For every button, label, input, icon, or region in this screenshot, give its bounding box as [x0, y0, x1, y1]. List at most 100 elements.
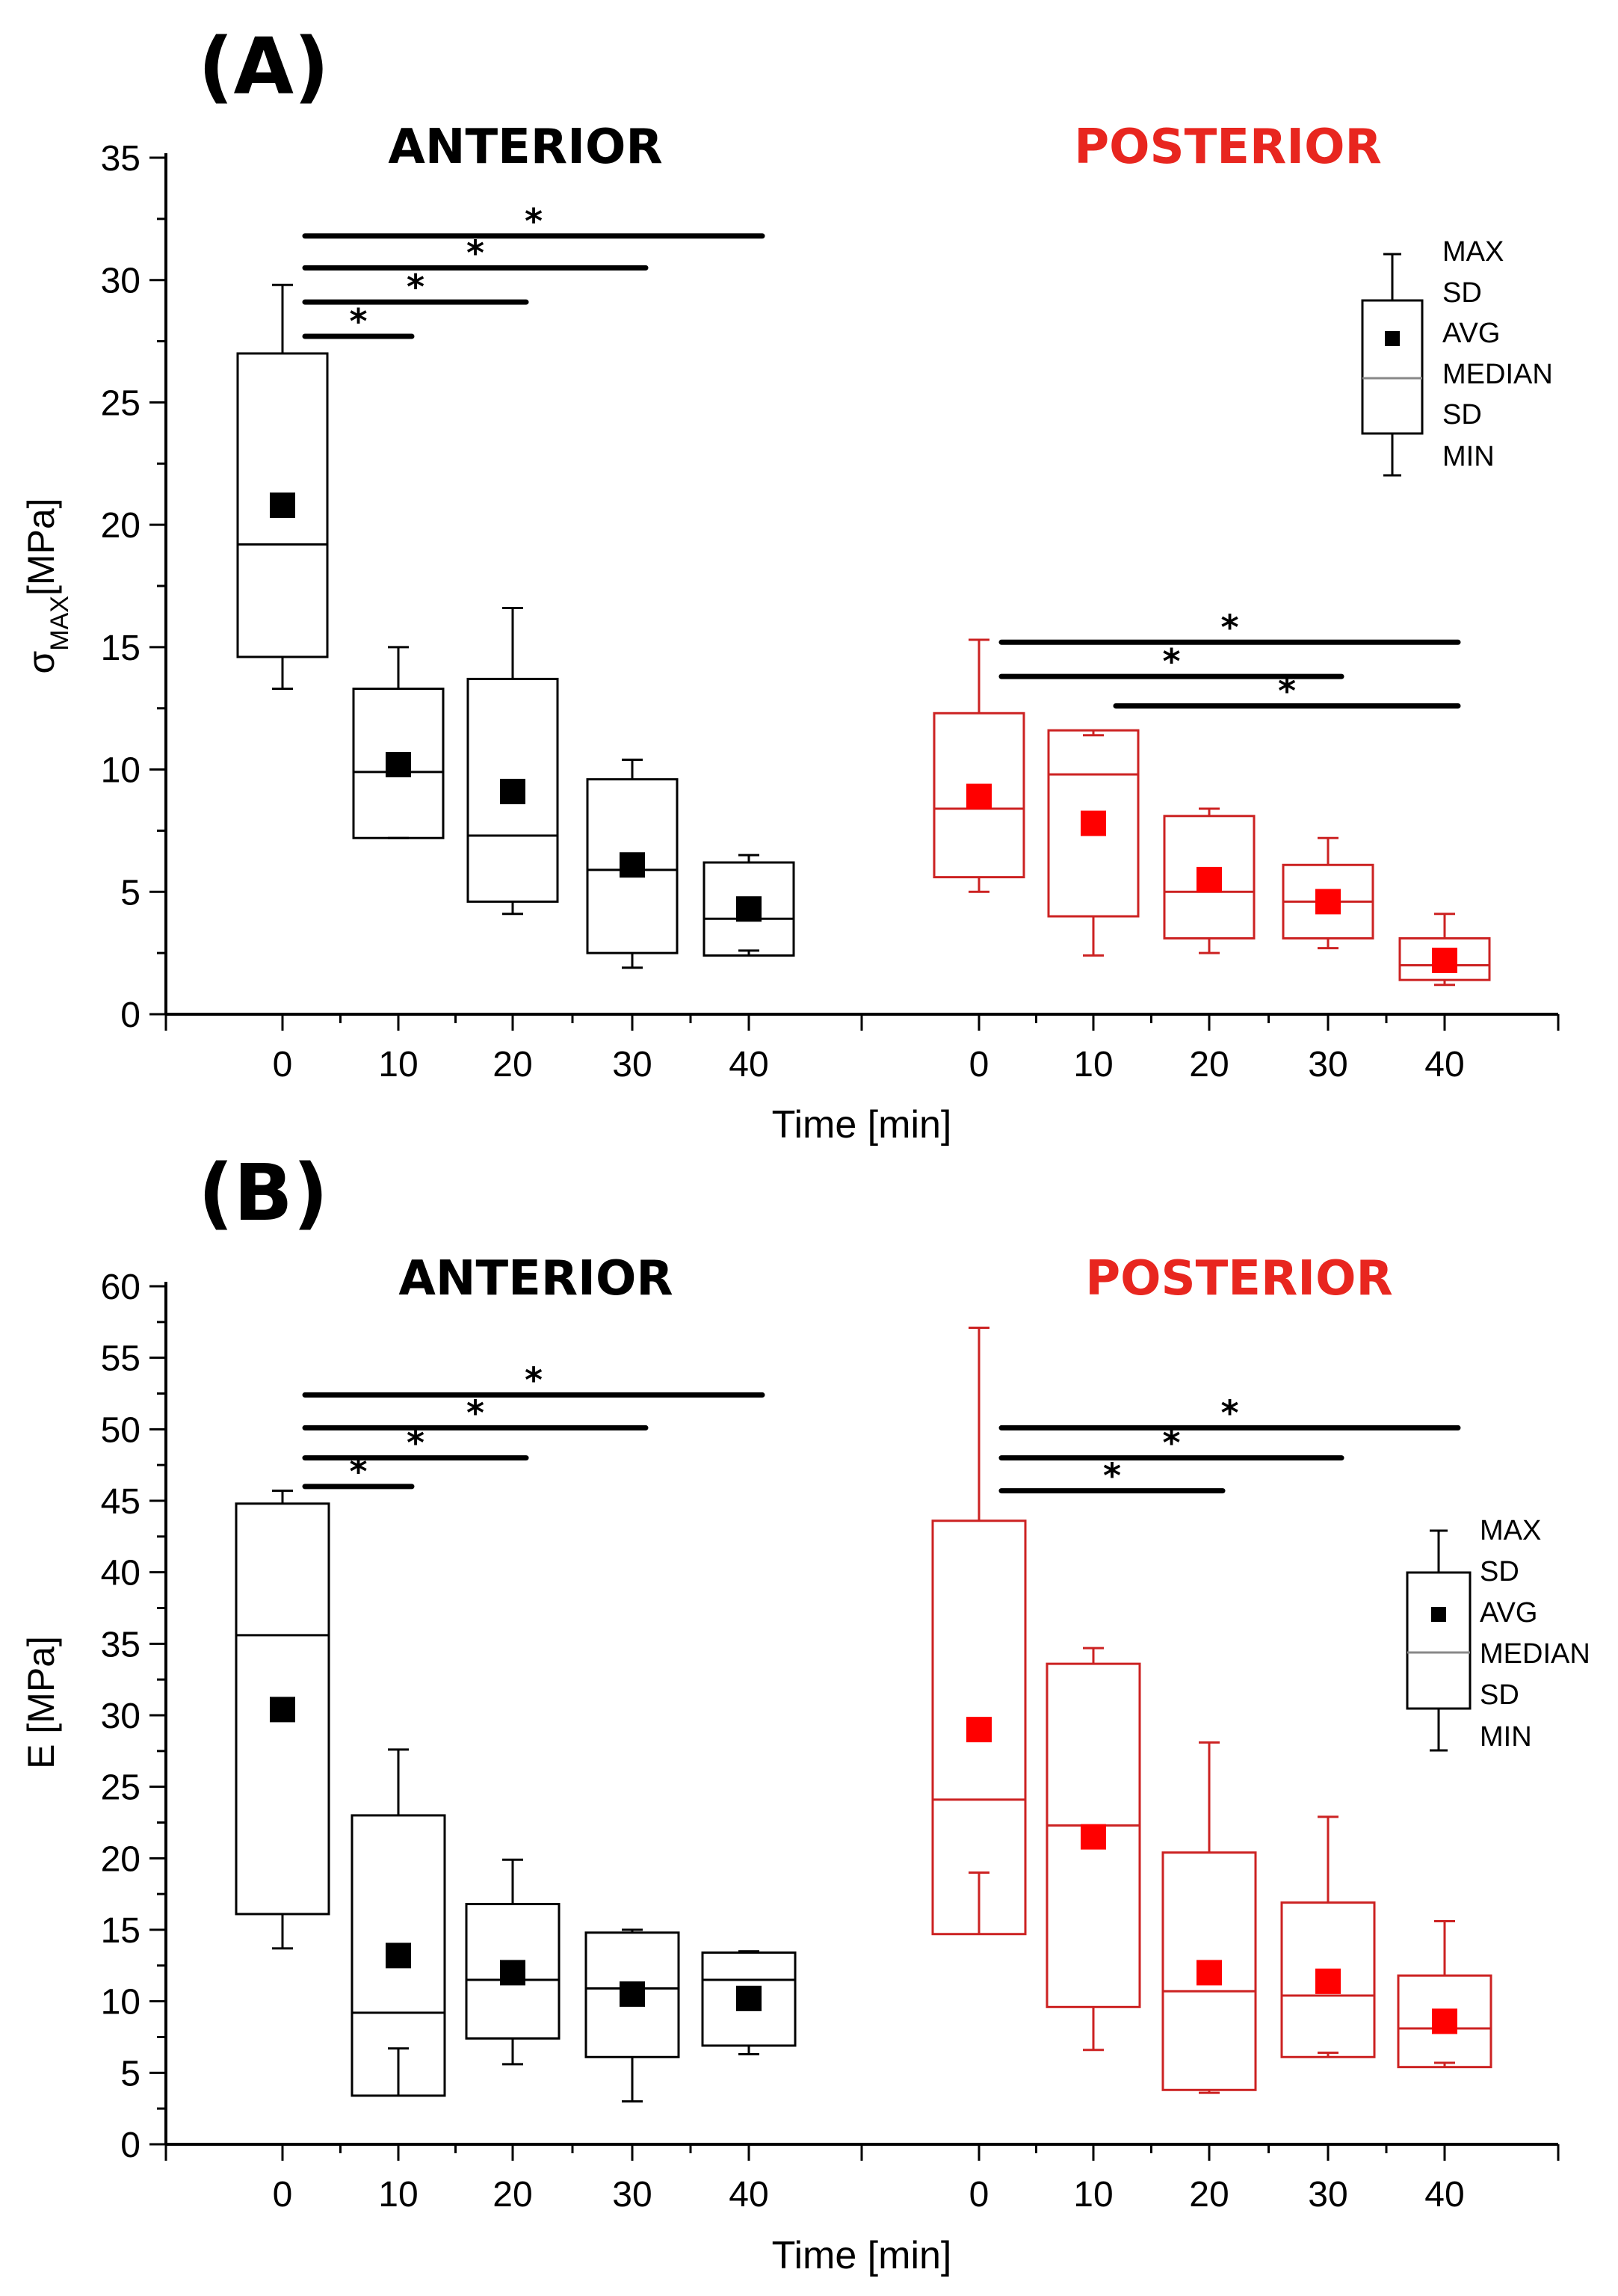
x-tick-label: 0: [273, 1045, 293, 1084]
average-marker: [736, 1985, 762, 2011]
sd-box: [235, 1502, 330, 1916]
average-marker: [386, 1942, 411, 1969]
box-posterior-10: [1046, 1647, 1141, 2052]
sd-box: [586, 778, 679, 954]
y-tick-label: 60: [101, 1268, 141, 1307]
average-marker: [966, 783, 992, 809]
significance-star: *: [1278, 670, 1296, 711]
y-tick-label: 10: [101, 751, 141, 791]
significance-star: *: [1162, 641, 1180, 682]
box-anterior-30: [584, 1928, 680, 2103]
x-tick-label: 10: [378, 2175, 418, 2215]
legend-average-marker: [1431, 1607, 1446, 1622]
average-marker: [1315, 889, 1341, 915]
y-tick-label: 50: [101, 1410, 141, 1450]
x-tick-label: 40: [729, 2175, 768, 2215]
legend-label: MIN: [1480, 1721, 1532, 1753]
sd-box: [352, 688, 445, 839]
legend-label: AVG: [1442, 318, 1500, 349]
box-anterior-10: [352, 646, 445, 839]
group-title-posterior: POSTERIOR: [1085, 1251, 1393, 1306]
box-posterior-40: [1397, 1920, 1492, 2069]
sd-box: [1280, 1901, 1376, 2058]
significance-star: *: [407, 267, 424, 307]
legend-label: SD: [1442, 399, 1482, 430]
y-tick-label: 5: [120, 2054, 141, 2093]
average-marker: [1081, 1824, 1106, 1850]
y-axis-label: σMAX[MPa]: [20, 498, 74, 673]
box-posterior-0: [931, 1326, 1027, 1936]
legend-label: MIN: [1442, 441, 1495, 472]
sd-box: [466, 677, 559, 903]
y-tick-label: 45: [101, 1482, 141, 1522]
sd-box: [1397, 1974, 1492, 2069]
average-marker: [386, 752, 411, 778]
sd-box: [931, 1519, 1027, 1936]
x-tick-label: 10: [378, 1045, 418, 1084]
average-marker: [500, 779, 525, 805]
x-tick-label: 10: [1073, 2175, 1113, 2215]
y-tick-label: 15: [101, 629, 141, 668]
sd-box: [1047, 729, 1140, 918]
x-tick-label: 30: [612, 1045, 652, 1084]
x-axis-label: Time [min]: [772, 1103, 952, 1147]
y-tick-label: 35: [101, 1625, 141, 1664]
x-tick-label: 20: [1189, 2175, 1229, 2215]
legend-label: MEDIAN: [1442, 359, 1553, 390]
average-marker: [1081, 810, 1106, 836]
box-anterior-30: [586, 758, 679, 969]
y-tick-label: 25: [101, 383, 141, 423]
y-tick-label: 5: [120, 873, 141, 913]
box-anterior-20: [465, 1858, 561, 2066]
y-tick-label: 35: [101, 139, 141, 179]
box-posterior-20: [1161, 1741, 1257, 2094]
legend-label: MAX: [1480, 1515, 1541, 1546]
group-title-anterior: ANTERIOR: [388, 120, 662, 175]
chart-panel-b: (B) 0 5 10 15 20 25 30 35 40 45 50 55 60 E [MPa] 0 10 20 3…: [20, 1147, 1590, 2277]
y-tick-label: 40: [101, 1554, 141, 1593]
box-anterior-0: [235, 1490, 330, 1950]
x-tick-label: 10: [1073, 1045, 1113, 1084]
legend-label: SD: [1480, 1679, 1519, 1711]
y-tick-label: 20: [101, 506, 141, 546]
box-posterior-0: [933, 638, 1025, 893]
average-marker: [1196, 866, 1222, 892]
significance-star: *: [525, 1360, 543, 1400]
legend-box: [1406, 1571, 1472, 1710]
group-title-posterior: POSTERIOR: [1074, 120, 1382, 175]
y-tick-label: 30: [101, 1697, 141, 1736]
x-axis-label: Time [min]: [772, 2234, 952, 2277]
significance-star: *: [1220, 1392, 1238, 1433]
significance-star: *: [1220, 607, 1238, 647]
sd-box: [1046, 1662, 1141, 2008]
average-marker: [1315, 1968, 1341, 1994]
legend-label: MAX: [1442, 236, 1504, 268]
y-tick-label: 55: [101, 1339, 141, 1379]
average-marker: [620, 1981, 645, 2008]
box-anterior-0: [236, 283, 329, 691]
x-tick-label: 30: [1308, 2175, 1347, 2215]
significance-star: *: [349, 301, 367, 342]
x-tick-label: 30: [612, 2175, 652, 2215]
x-tick-label: 20: [492, 2175, 532, 2215]
chart-panel-a: (A) 0 5 10 15 20 25 30 35 σMAX[MPa] 0 10 20 30 40 0 10 20…: [20, 21, 1560, 1147]
sd-box: [933, 712, 1025, 879]
sd-box: [703, 861, 795, 957]
x-tick-label: 40: [1424, 2175, 1464, 2215]
legend-label: AVG: [1480, 1597, 1537, 1629]
average-marker: [966, 1717, 992, 1743]
significance-star: *: [1103, 1456, 1121, 1496]
x-tick-label: 40: [729, 1045, 768, 1084]
significance-star: *: [466, 1392, 484, 1433]
box-anterior-40: [703, 854, 795, 957]
box-posterior-40: [1398, 913, 1491, 987]
x-tick-label: 0: [969, 1045, 989, 1084]
x-tick-label: 20: [492, 1045, 532, 1084]
box-anterior-10: [351, 1748, 446, 2097]
group-title-anterior: ANTERIOR: [398, 1251, 673, 1306]
average-marker: [620, 852, 645, 878]
average-marker: [1196, 1960, 1222, 1986]
y-tick-label: 0: [120, 996, 141, 1035]
sd-box: [584, 1931, 680, 2058]
